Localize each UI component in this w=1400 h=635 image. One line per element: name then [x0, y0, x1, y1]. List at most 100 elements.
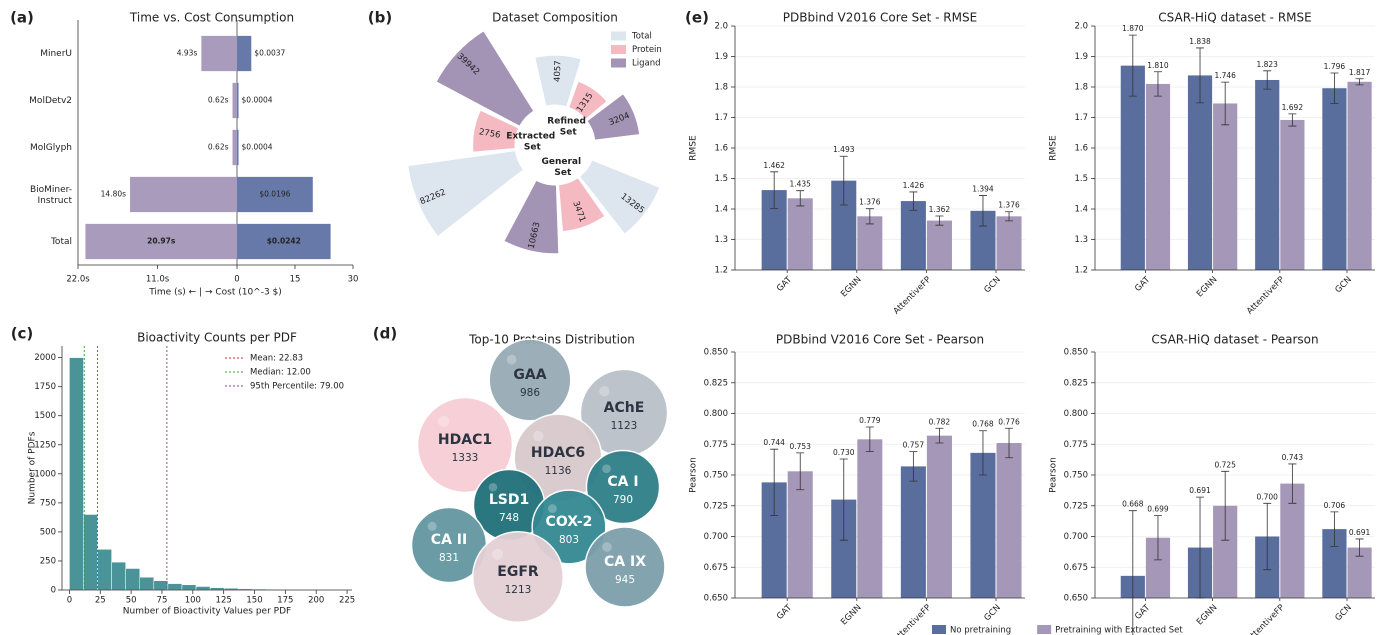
histogram-bar [97, 549, 112, 591]
value-label: 0.779 [859, 416, 881, 425]
legend-swatch [1037, 625, 1052, 634]
y-tick-label: 750 [40, 498, 56, 508]
panel-label: (b) [368, 9, 392, 27]
y-tick-label: 0.800 [704, 409, 728, 419]
y-tick-label: 0.775 [704, 440, 728, 450]
x-tick-label: GAT [775, 274, 795, 294]
value-label: 1.796 [1324, 62, 1346, 71]
bubble-highlight [488, 482, 498, 492]
error-bar [839, 155, 848, 206]
chart-title: Top-10 Proteins Distribution [468, 333, 635, 347]
group-label: Extracted Set [506, 131, 558, 152]
bar [130, 176, 237, 213]
y-tick-label: 1.2 [1074, 266, 1088, 276]
error-bar [1288, 463, 1297, 504]
bar [1187, 75, 1213, 270]
y-tick-label: 1.7 [1074, 113, 1088, 123]
bubble-highlight [437, 415, 450, 427]
bubble-name: LSD1 [489, 492, 529, 508]
bubble-name: CA II [431, 532, 467, 548]
bubble-highlight [506, 354, 517, 365]
text-line: Refined [547, 116, 589, 126]
error-bar [909, 451, 918, 482]
x-axis-label: Time (s) ← | → Cost (10^-3 $) [148, 288, 282, 298]
bubble-value: 1136 [545, 465, 572, 477]
y-tick-label: 1750 [34, 382, 56, 392]
x-tick-label: 175 [277, 596, 293, 606]
y-tick-label: 1.3 [1074, 235, 1088, 245]
x-tick-label: GAT [1133, 274, 1153, 294]
value-label: 0.699 [1147, 505, 1169, 514]
bar [857, 439, 883, 598]
x-tick-label: 25 [95, 596, 106, 606]
bar [232, 129, 237, 166]
text-line: Set [524, 142, 542, 152]
bubble-name: HDAC6 [531, 445, 585, 461]
chart-title: Dataset Composition [492, 11, 618, 25]
error-bar [909, 191, 918, 211]
category-label: MinerU [40, 49, 72, 59]
y-tick-label: 1.6 [714, 144, 728, 154]
bubble [585, 449, 661, 525]
legend-swatch [932, 625, 946, 634]
x-tick-label: GCN [982, 603, 1002, 623]
y-tick-label: 0.800 [1064, 409, 1088, 419]
bubble-highlight [533, 430, 544, 442]
y-tick-label: 1.8 [1074, 83, 1088, 93]
bubble-value: 1213 [505, 584, 532, 596]
error-bar [1196, 47, 1205, 104]
group-label: Refined Set [547, 116, 589, 137]
value-label: 0.768 [972, 420, 994, 429]
y-tick-label: 1.2 [714, 266, 728, 276]
bar [1280, 119, 1305, 270]
value-label: 1.838 [1189, 37, 1211, 46]
value-label: 0.743 [1282, 453, 1304, 462]
y-tick-label: 1.9 [1074, 52, 1088, 62]
bar [1255, 79, 1280, 270]
y-tick-label: 0.825 [704, 378, 728, 388]
error-bar [1153, 515, 1162, 561]
legend-label: No pretraining [950, 626, 1011, 635]
y-tick-label: 1.7 [714, 113, 728, 123]
y-tick-label: 250 [40, 556, 56, 566]
x-tick-label: GCN [1333, 275, 1353, 295]
histogram-bar [111, 561, 126, 591]
y-axis-label: Pearson [689, 457, 699, 493]
chart-title: PDBbind V2016 Core Set - Pearson [776, 333, 984, 347]
y-tick-label: 1.3 [714, 235, 728, 245]
bubble-name: HDAC1 [438, 432, 492, 448]
x-tick-label: GCN [982, 275, 1002, 295]
text-line: Set [554, 168, 572, 178]
value-label: 1.810 [1147, 61, 1169, 70]
x-tick-label: 50 [126, 596, 137, 606]
error-bar [1288, 113, 1297, 127]
error-bar [865, 208, 874, 225]
value-label: 0.668 [1122, 500, 1144, 509]
error-bar [1221, 470, 1230, 541]
bar [926, 435, 952, 598]
x-axis-label: Number of Bioactivity Values per PDF [123, 607, 291, 617]
x-tick-label: 100 [185, 596, 201, 606]
error-bar [770, 448, 779, 516]
x-tick-label: GCN [1333, 603, 1353, 623]
bar [1322, 88, 1347, 270]
y-tick-label: 1500 [34, 411, 56, 421]
histogram-bar [83, 514, 98, 591]
bubble-value: 748 [499, 512, 519, 524]
polar-bar [407, 150, 525, 238]
polar-bar [503, 179, 560, 255]
polar-bar [586, 92, 641, 141]
panel-label: (d) [373, 325, 397, 343]
histogram-bar [125, 568, 140, 591]
value-label: $0.0004 [242, 143, 273, 152]
value-label: 1.376 [859, 198, 881, 207]
bubble-name: CA I [607, 474, 638, 490]
bubble-name: CA IX [604, 554, 646, 570]
bubble-highlight [599, 385, 610, 397]
x-tick-label: 15 [290, 275, 301, 285]
legend-label: Total [631, 32, 652, 42]
y-tick-label: 1250 [34, 440, 56, 450]
bubble-highlight [602, 464, 611, 474]
polar-bar [534, 54, 582, 108]
